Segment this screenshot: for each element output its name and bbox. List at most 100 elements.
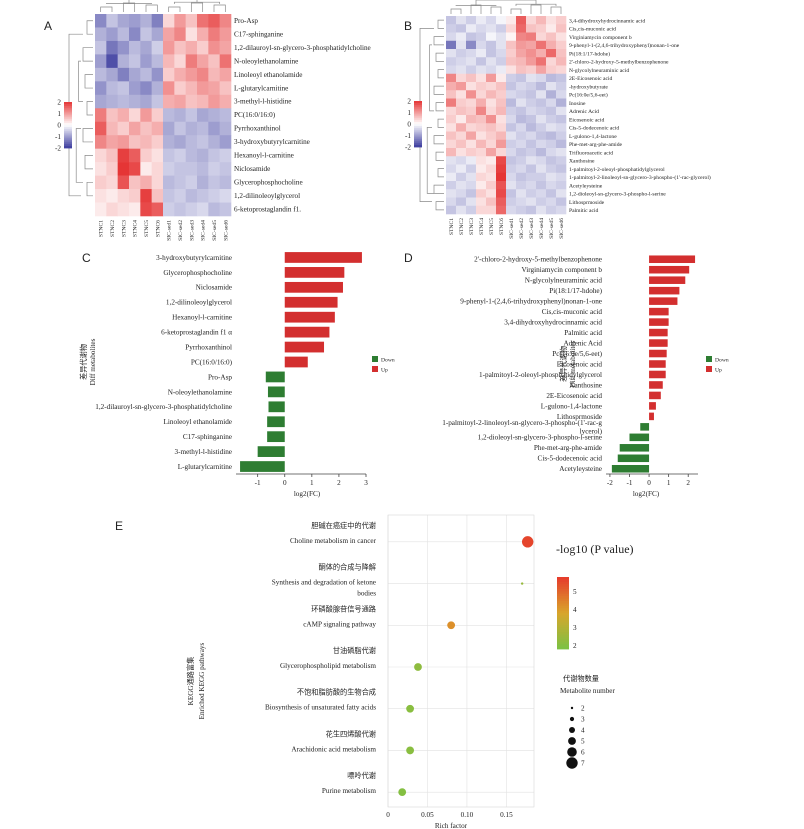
heatmap-cell [456,98,467,108]
pathway-label-cn: 酮体的合成与降解 [318,563,376,572]
pathway-point [447,621,456,630]
color-scale-tick: 1 [407,109,411,117]
dendrogram-branch [84,155,93,170]
bar-up [649,276,686,284]
heatmap-cell [476,65,487,75]
heatmap-cell [556,205,567,215]
color-scale-step [414,120,422,123]
heatmap-cell [174,67,186,82]
bar-up [284,356,308,368]
heatmap-cell [456,164,467,174]
heatmap-cell [174,108,186,123]
bar-up [649,360,666,368]
heatmap-cell [486,32,497,42]
heatmap-cell [476,181,487,190]
bar-down [617,454,650,463]
heatmap-cell [197,162,209,176]
heatmap-cell [140,54,152,69]
heatmap-cell [174,94,186,109]
heatmap-cell [151,135,164,149]
heatmap-row-label: Cis,cis-muconic acid [569,27,616,33]
heatmap-row-label: 3-hydroxybutyrylcarnitine [234,138,310,146]
x-axis-tick-label: 2 [337,479,341,487]
bar-up [649,265,690,274]
bar-category-label: Phe-met-arg-phe-amide [534,444,602,452]
bar-category-label: 3,4-dihydroxyhydrocinnamic acid [504,318,602,326]
heatmap-cell [446,115,457,124]
heatmap-row-label: 2E-Eicosenoic acid [569,76,613,82]
heatmap-column-label: STNC6 [499,218,505,235]
heatmap-cell [219,54,232,69]
y-axis-title-cn: KEGG通路富集 [186,657,195,706]
heatmap-cell [95,162,107,176]
color-scale-step [64,125,72,128]
color-legend-step [557,593,569,597]
heatmap-cell [536,197,547,207]
heatmap-row-label: Lithosprmoside [569,200,605,206]
bar-down [240,461,285,472]
heatmap-cell [466,106,477,116]
heatmap-cell [446,172,457,182]
bar-chart-d: 2'-chloro-2-hydroxy-5-methylbenzophenone… [442,255,729,498]
heatmap-cell [140,14,152,28]
heatmap-cell [506,164,517,174]
heatmap-cell [185,148,198,163]
bar-up [649,307,669,316]
legend-swatch [372,366,378,372]
heatmap-cell [185,81,198,96]
heatmap-cell [486,139,497,149]
heatmap-cell [446,123,457,132]
legend-swatch [706,356,712,362]
legend-swatch [372,356,378,362]
color-legend-title: -log10 (P value) [556,542,634,556]
color-scale-step [414,118,422,121]
heatmap-cell [556,131,567,141]
heatmap-row-label: Inosine [569,101,586,107]
heatmap-cell [466,205,477,215]
bar-category-label: Linoleoyl ethanolamide [164,418,232,426]
heatmap-cell [446,49,457,58]
heatmap-cell [476,156,487,165]
bar-category-label: Glycerophosphocholine [163,269,232,277]
x-axis-tick-label: 3 [364,479,368,487]
heatmap-row-label: Glycerophosphocholine [234,179,303,187]
heatmap-column-label: SIC-sed3 [529,218,535,239]
heatmap-cell [106,54,118,69]
heatmap-cell [446,57,457,66]
heatmap-cell [208,94,220,109]
heatmap-cell [476,189,487,198]
bar-up [649,318,669,326]
heatmap-cell [506,106,517,116]
heatmap-cell [129,121,141,136]
size-legend-label: 5 [581,738,585,746]
heatmap-cell [476,148,487,157]
bar-category-label: L-gulono-1,4-lactone [541,402,602,410]
color-scale-tick: 0 [57,122,61,130]
heatmap-cell [219,148,232,163]
bar-category-label: 6-ketoprostaglandin f1 α [161,329,232,337]
heatmap-cell [466,98,477,108]
heatmap-cell [446,106,457,116]
heatmap-column-label: SIC-sed4 [539,218,545,239]
heatmap-row-label: Adrenic Acid [569,109,599,115]
pathway-point [520,582,524,585]
heatmap-cell [546,16,557,25]
heatmap-cell [185,175,198,190]
bar-category-label: 9-phenyl-1-(2,4,6-trihydroxyphenyl)nonan… [460,298,602,306]
bar-up [649,349,667,358]
dendrogram-branch [213,4,226,12]
heatmap-cell [219,175,232,190]
heatmap-cell [140,175,152,190]
dendrogram-branch [433,135,444,145]
heatmap-cell [208,14,220,28]
heatmap-cell [219,162,232,176]
heatmap-cell [486,181,497,190]
color-scale-step [64,111,72,114]
heatmap-cell [197,81,209,96]
color-scale-step [414,133,422,136]
heatmap-cell [140,81,152,96]
heatmap-cell [197,94,209,109]
color-scale-step [414,135,422,138]
heatmap-row-label: PC(16:0/16:0) [234,111,276,119]
heatmap-cell [486,115,497,124]
